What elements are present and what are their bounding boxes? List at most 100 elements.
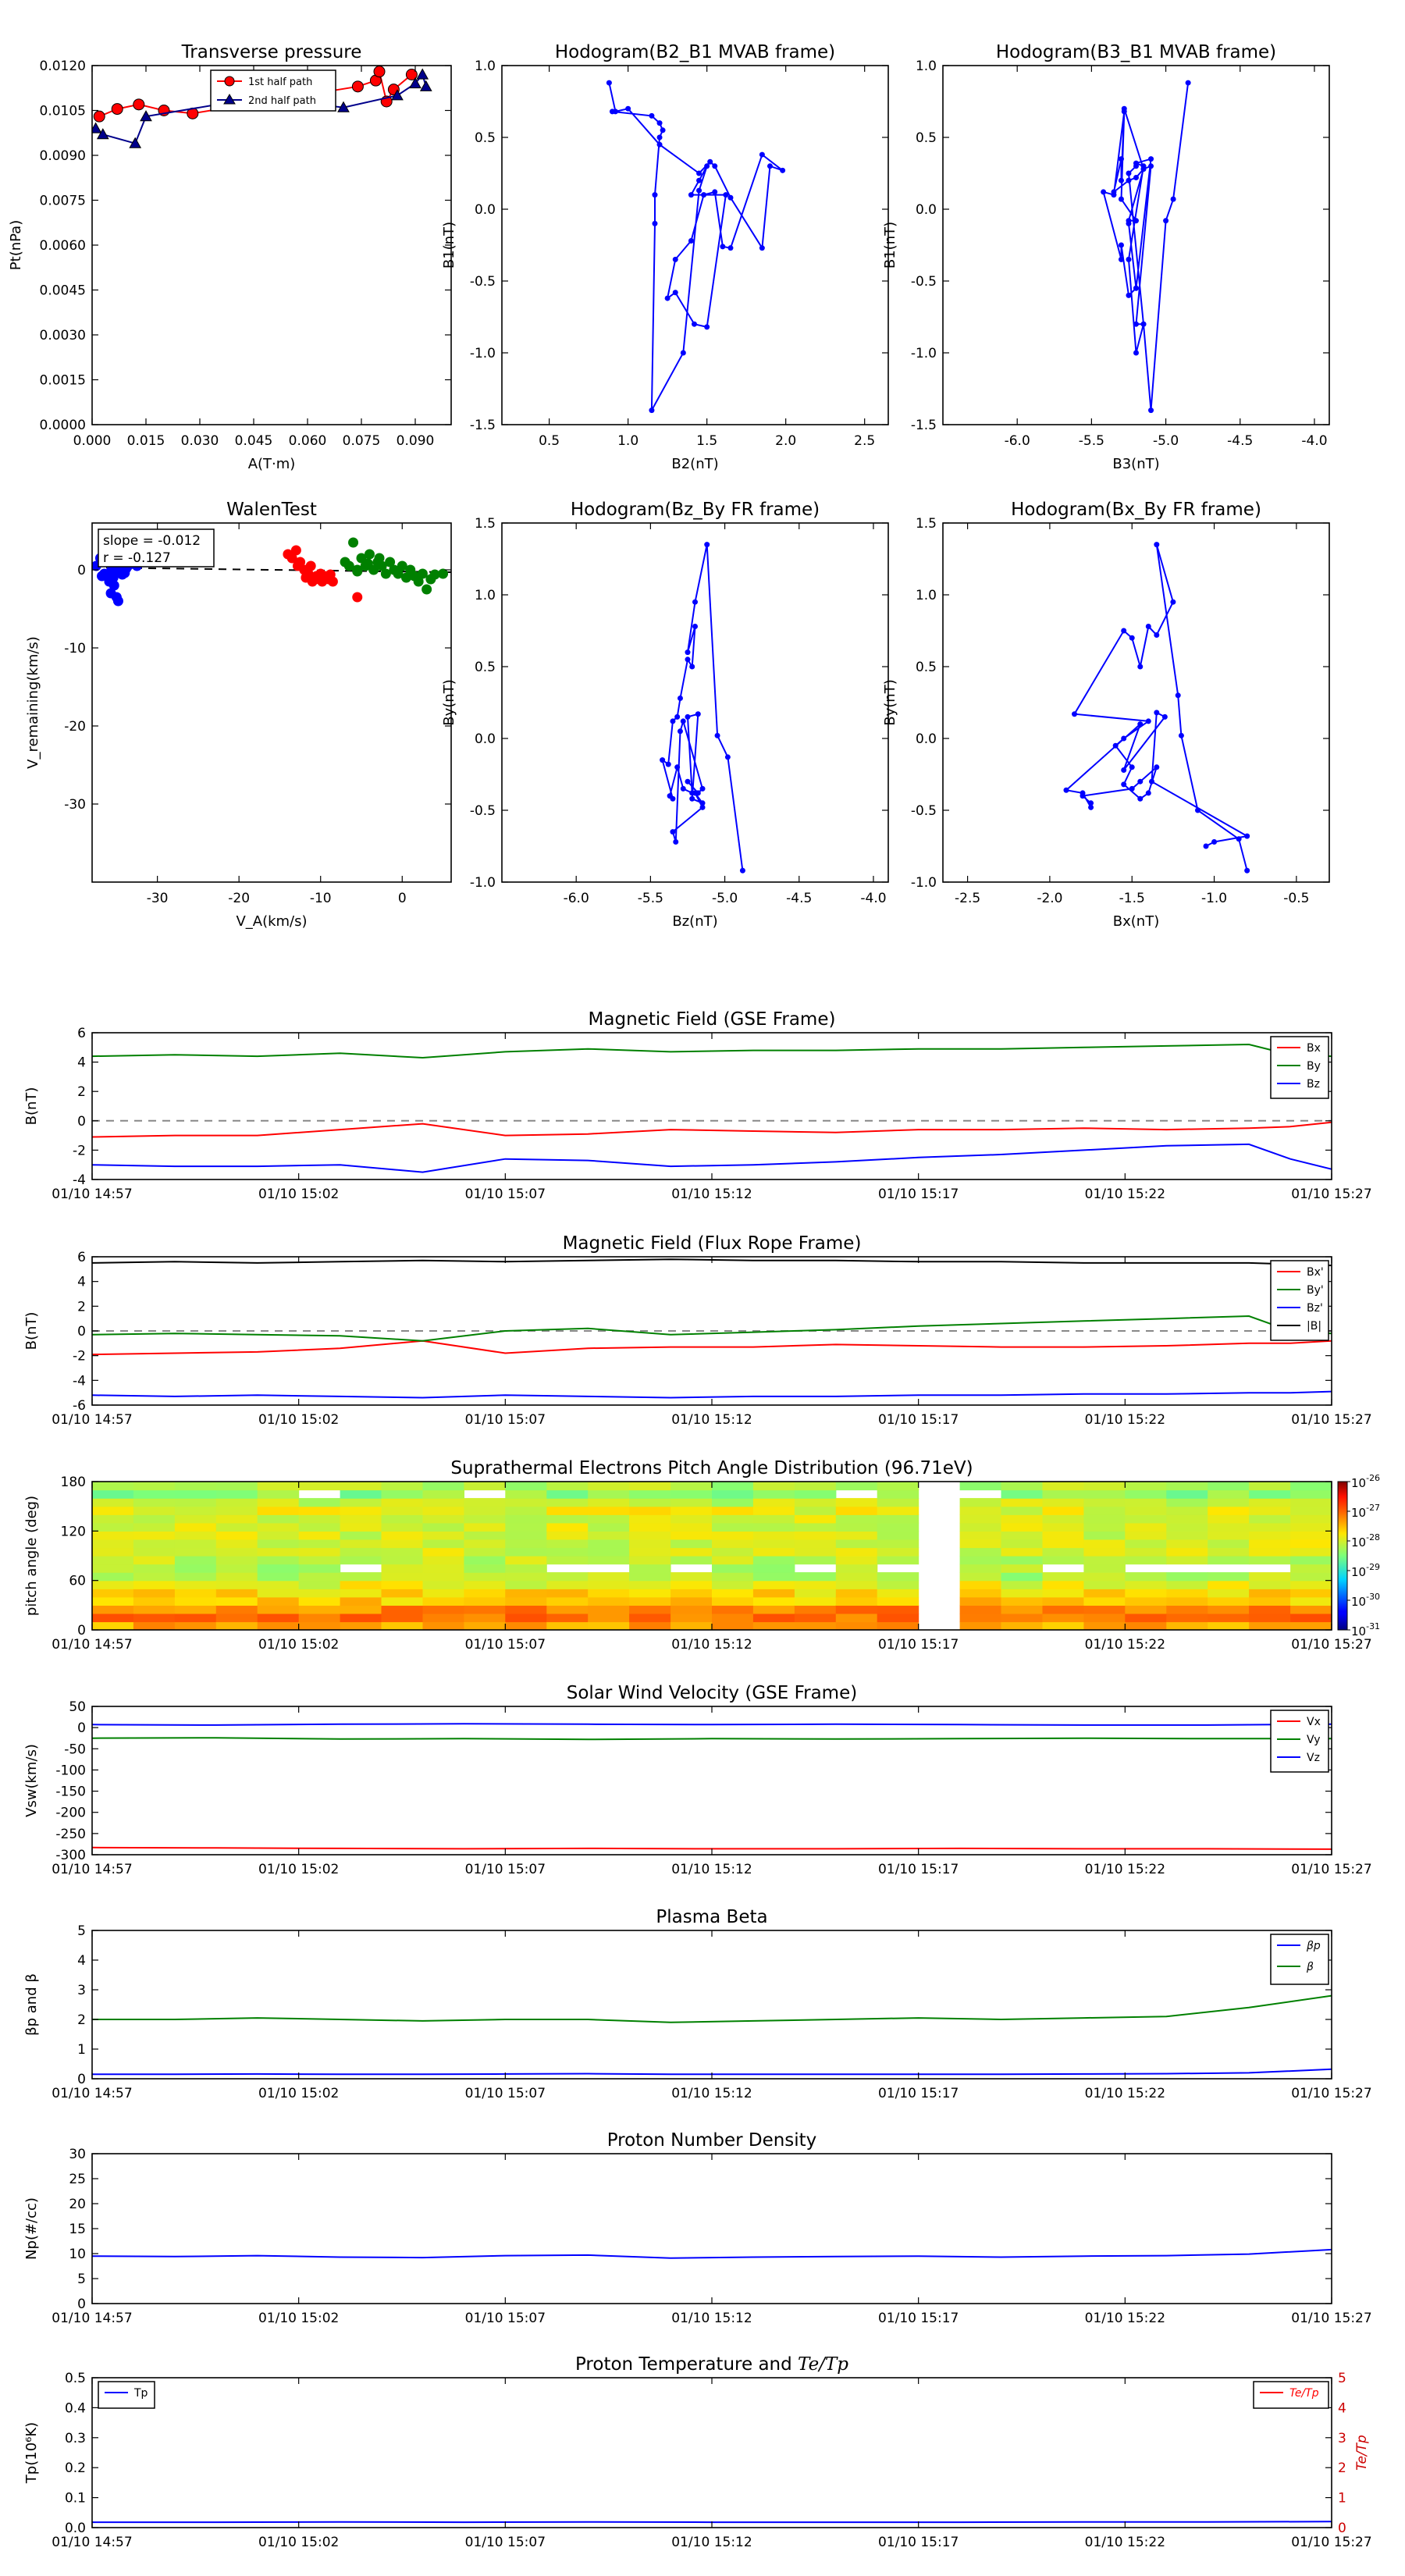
heatmap-cell bbox=[1249, 1605, 1291, 1614]
legend-label: Tp bbox=[133, 2387, 148, 2400]
heatmap-cell bbox=[92, 1605, 134, 1614]
heatmap-cell bbox=[959, 1522, 1002, 1532]
heatmap-cell bbox=[422, 1506, 464, 1515]
legend-label: Bx bbox=[1307, 1042, 1321, 1055]
heatmap-cell bbox=[588, 1514, 630, 1524]
heatmap-cell bbox=[1290, 1621, 1332, 1630]
y-tick-label: 1.0 bbox=[475, 59, 496, 74]
y-axis-label: βp and β bbox=[23, 1973, 40, 2036]
x-tick-label: 01/10 14:57 bbox=[52, 2311, 132, 2326]
data-point bbox=[1121, 109, 1127, 115]
data-point bbox=[1170, 196, 1176, 202]
legend-box bbox=[1253, 2381, 1329, 2409]
legend-label: Te/Tp bbox=[1289, 2387, 1319, 2400]
heatmap-cell bbox=[505, 1482, 547, 1491]
y-tick-label: 60 bbox=[69, 1574, 86, 1589]
heatmap-cell bbox=[752, 1621, 795, 1630]
heatmap-cell bbox=[133, 1506, 176, 1515]
heatmap-cell bbox=[381, 1482, 423, 1491]
y-tick-label: -0.5 bbox=[470, 274, 496, 290]
heatmap-cell bbox=[546, 1547, 589, 1557]
panel-proton-density: Proton Number Density 01/10 14:57 01/10 15… bbox=[23, 2130, 1372, 2326]
colorbar-tick-label: 10-31 bbox=[1351, 1621, 1380, 1638]
y-tick-label: 0.3 bbox=[65, 2431, 86, 2446]
data-point bbox=[652, 192, 658, 198]
x-tick-label: -30 bbox=[147, 891, 169, 906]
heatmap-cell bbox=[340, 1605, 382, 1614]
heatmap-cell bbox=[1083, 1498, 1126, 1507]
y-axis-label: B(nT) bbox=[23, 1087, 40, 1126]
x-tick-label: 01/10 15:22 bbox=[1085, 2535, 1165, 2550]
heatmap-cell bbox=[794, 1482, 837, 1491]
heatmap-cell bbox=[464, 1596, 506, 1606]
panel-pitch-angle: Suprathermal Electrons Pitch Angle Distr… bbox=[23, 1458, 1380, 1653]
x-axis-label: B3(nT) bbox=[1112, 456, 1159, 472]
heatmap-cell bbox=[1249, 1498, 1291, 1507]
heatmap-cell bbox=[588, 1498, 630, 1507]
heatmap-cell bbox=[257, 1506, 300, 1515]
heatmap-cell bbox=[464, 1613, 506, 1623]
data-point bbox=[1118, 156, 1124, 162]
heatmap-cell bbox=[546, 1514, 589, 1524]
heatmap-cell bbox=[174, 1580, 217, 1589]
y-tick-label: -1.0 bbox=[470, 875, 496, 891]
colorbar-tick-label: 10-28 bbox=[1351, 1532, 1380, 1550]
x-tick-label: 01/10 15:02 bbox=[258, 1412, 339, 1428]
heatmap-cell bbox=[422, 1572, 464, 1582]
plot-frame bbox=[91, 522, 452, 883]
heatmap-cell bbox=[133, 1522, 176, 1532]
heatmap-cell bbox=[133, 1621, 176, 1630]
x-tick-label: -5.5 bbox=[638, 891, 663, 906]
heatmap-cell bbox=[1290, 1489, 1332, 1499]
heatmap-cell bbox=[546, 1605, 589, 1614]
heatmap-cell bbox=[712, 1589, 754, 1598]
heatmap-cell bbox=[422, 1539, 464, 1549]
y-tick-label: -4 bbox=[73, 1172, 86, 1188]
heatmap-cell bbox=[174, 1547, 217, 1557]
heatmap-cell bbox=[546, 1482, 589, 1491]
heatmap-cell bbox=[835, 1498, 878, 1507]
y-tick-label: -300 bbox=[55, 1848, 86, 1863]
data-point bbox=[712, 189, 718, 195]
heatmap-cell bbox=[959, 1564, 1002, 1573]
heatmap-cell bbox=[877, 1596, 919, 1606]
y-tick-label: -200 bbox=[55, 1806, 86, 1821]
heatmap-cell bbox=[1042, 1522, 1084, 1532]
heatmap-cell bbox=[1208, 1482, 1250, 1491]
heatmap-cell bbox=[174, 1498, 217, 1507]
y-tick-label: 0.5 bbox=[475, 660, 496, 675]
colorbar bbox=[1337, 1481, 1348, 1631]
heatmap-cell bbox=[464, 1522, 506, 1532]
data-point bbox=[1137, 664, 1144, 670]
heatmap-cell bbox=[422, 1605, 464, 1614]
heatmap-cell bbox=[1125, 1522, 1167, 1532]
y-tick-label: 0.4 bbox=[65, 2400, 86, 2416]
heatmap-cell bbox=[1042, 1605, 1084, 1614]
data-point bbox=[1148, 163, 1154, 169]
heatmap-cell bbox=[464, 1531, 506, 1540]
data-point bbox=[1145, 790, 1151, 796]
heatmap-cell bbox=[1001, 1531, 1043, 1540]
data-point bbox=[759, 245, 765, 251]
heatmap-cell bbox=[298, 1572, 341, 1582]
data-point bbox=[688, 237, 694, 244]
heatmap-cell bbox=[381, 1531, 423, 1540]
data-point bbox=[723, 192, 729, 198]
heatmap-cell bbox=[92, 1522, 134, 1532]
data-point bbox=[695, 711, 701, 717]
x-axis-label: Bz(nT) bbox=[672, 913, 717, 930]
x-tick-label: -4.5 bbox=[1227, 433, 1253, 449]
heatmap-cell bbox=[588, 1522, 630, 1532]
heatmap-cell bbox=[215, 1506, 258, 1515]
heatmap-cell bbox=[959, 1506, 1002, 1515]
data-point bbox=[376, 560, 387, 571]
heatmap-cell bbox=[835, 1605, 878, 1614]
heatmap-cell bbox=[1166, 1589, 1208, 1598]
heatmap-cell bbox=[505, 1522, 547, 1532]
heatmap-cell bbox=[340, 1572, 382, 1582]
data-point bbox=[405, 69, 418, 80]
data-point bbox=[1148, 407, 1154, 414]
y-tick-label: 20 bbox=[69, 2197, 86, 2212]
heatmap-cell bbox=[174, 1539, 217, 1549]
heatmap-cell bbox=[1208, 1531, 1250, 1540]
